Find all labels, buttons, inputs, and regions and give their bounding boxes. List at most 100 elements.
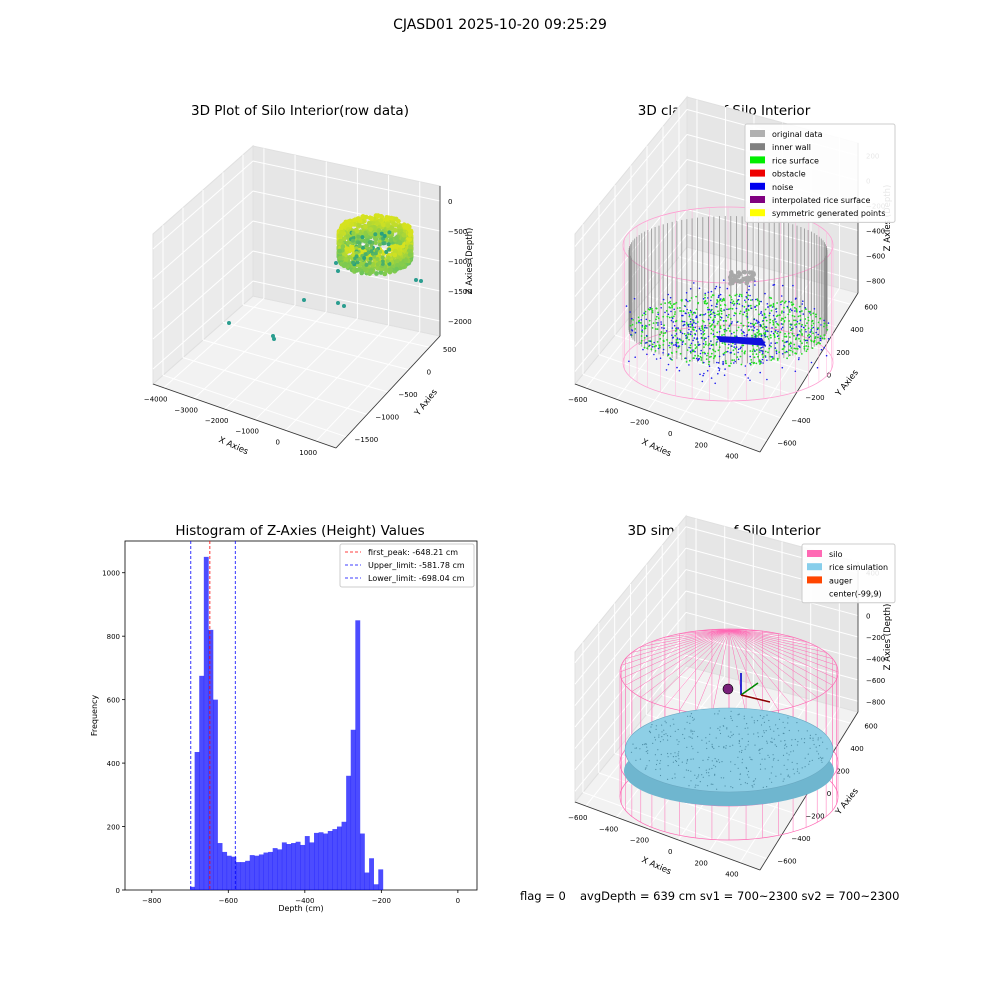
noise-point — [766, 359, 768, 362]
rice-surface-point — [800, 329, 803, 331]
rice-surface-point — [709, 325, 711, 328]
rice-mesh-point — [723, 725, 725, 727]
rice-surface-point — [776, 332, 779, 335]
legend-label: symmetric generated points — [772, 209, 885, 218]
rice-mesh-point — [687, 715, 689, 717]
rice-surface-point — [768, 347, 771, 350]
noise-point — [689, 333, 692, 336]
rice-mesh-point — [797, 768, 799, 770]
rice-surface-point — [716, 322, 719, 325]
noise-point — [738, 295, 741, 298]
rice-mesh-point — [803, 742, 806, 744]
noise-point — [746, 316, 749, 318]
rice-mesh-point — [784, 727, 786, 729]
z-tick-label: −2000 — [448, 318, 472, 326]
noise-point — [706, 327, 708, 329]
rice-mesh-point — [677, 728, 679, 731]
data-point — [368, 256, 373, 261]
noise-point — [749, 362, 751, 365]
rice-surface-point — [684, 343, 687, 345]
rice-surface-point — [688, 338, 690, 341]
rice-surface-point — [655, 318, 657, 321]
rice-surface-point — [689, 344, 692, 347]
noise-point — [737, 348, 740, 351]
noise-point — [673, 324, 676, 327]
rice-surface-point — [738, 303, 741, 305]
rice-surface-point — [758, 300, 761, 303]
rice-surface-point — [755, 353, 758, 355]
rice-mesh-point — [720, 777, 722, 779]
rice-mesh-point — [768, 719, 770, 722]
rice-surface-point — [722, 297, 725, 300]
rice-surface-point — [815, 315, 817, 318]
rice-surface-point — [783, 320, 786, 323]
noise-point — [707, 291, 710, 294]
rice-mesh-point — [665, 733, 667, 735]
rice-surface-point — [751, 350, 754, 353]
noise-point — [766, 303, 769, 305]
rice-mesh-point — [782, 780, 784, 782]
y-tick-label: 0 — [827, 372, 831, 380]
noise-point — [719, 293, 722, 296]
rice-mesh-point — [635, 759, 637, 761]
noise-point — [723, 279, 725, 282]
data-point — [380, 255, 385, 260]
rice-surface-point — [644, 310, 647, 313]
rice-surface-point — [791, 332, 794, 335]
rice-mesh-point — [788, 754, 790, 756]
rice-surface-point — [763, 328, 766, 331]
rice-surface-point — [751, 322, 754, 325]
noise-point — [798, 357, 800, 359]
rice-surface-point — [733, 302, 736, 305]
rice-surface-point — [666, 339, 668, 341]
data-point — [394, 266, 399, 272]
rice-mesh-point — [808, 763, 810, 765]
noise-point — [797, 358, 800, 361]
rice-surface-point — [655, 322, 658, 324]
noise-point — [657, 322, 659, 324]
rice-surface-point — [758, 334, 760, 336]
rice-mesh-point — [691, 730, 693, 732]
silo-roof-line — [640, 629, 730, 698]
rice-mesh-point — [676, 739, 678, 741]
noise-point — [684, 305, 686, 308]
data-point — [337, 248, 342, 254]
rice-surface-point — [709, 316, 712, 319]
noise-point — [699, 314, 701, 317]
histogram-bar — [318, 832, 324, 890]
rice-surface-point — [655, 328, 657, 330]
rice-surface-point — [694, 347, 697, 350]
noise-point — [716, 341, 718, 343]
noise-point — [710, 299, 712, 302]
rice-surface-point — [732, 349, 735, 352]
rice-mesh-point — [682, 733, 684, 736]
data-point — [368, 268, 374, 273]
plot-frame — [124, 540, 478, 891]
rice-surface-point — [701, 319, 704, 322]
rice-surface-point — [745, 315, 748, 317]
rice-surface-point — [778, 337, 780, 340]
rice-surface-point — [692, 326, 695, 329]
rice-mesh-point — [690, 736, 692, 738]
rice-mesh-point — [711, 767, 713, 770]
noise-point — [710, 309, 712, 312]
data-point — [379, 231, 384, 236]
noise-point — [766, 378, 768, 381]
rice-surface-point — [810, 313, 812, 316]
rice-surface-point — [807, 345, 810, 348]
noise-point — [693, 282, 695, 284]
rice-surface-point — [734, 294, 737, 297]
data-point — [389, 215, 394, 221]
rice-surface-point — [761, 353, 764, 356]
rice-surface-point — [679, 352, 682, 355]
noise-point — [772, 332, 775, 335]
rice-surface-point — [805, 350, 808, 353]
noise-point — [756, 322, 759, 324]
noise-point — [722, 320, 725, 322]
data-point — [340, 244, 346, 249]
rice-surface-point — [660, 303, 662, 306]
noise-point — [760, 361, 762, 363]
rice-surface-point — [783, 301, 786, 304]
noise-point — [723, 353, 725, 356]
noise-point — [764, 356, 767, 358]
